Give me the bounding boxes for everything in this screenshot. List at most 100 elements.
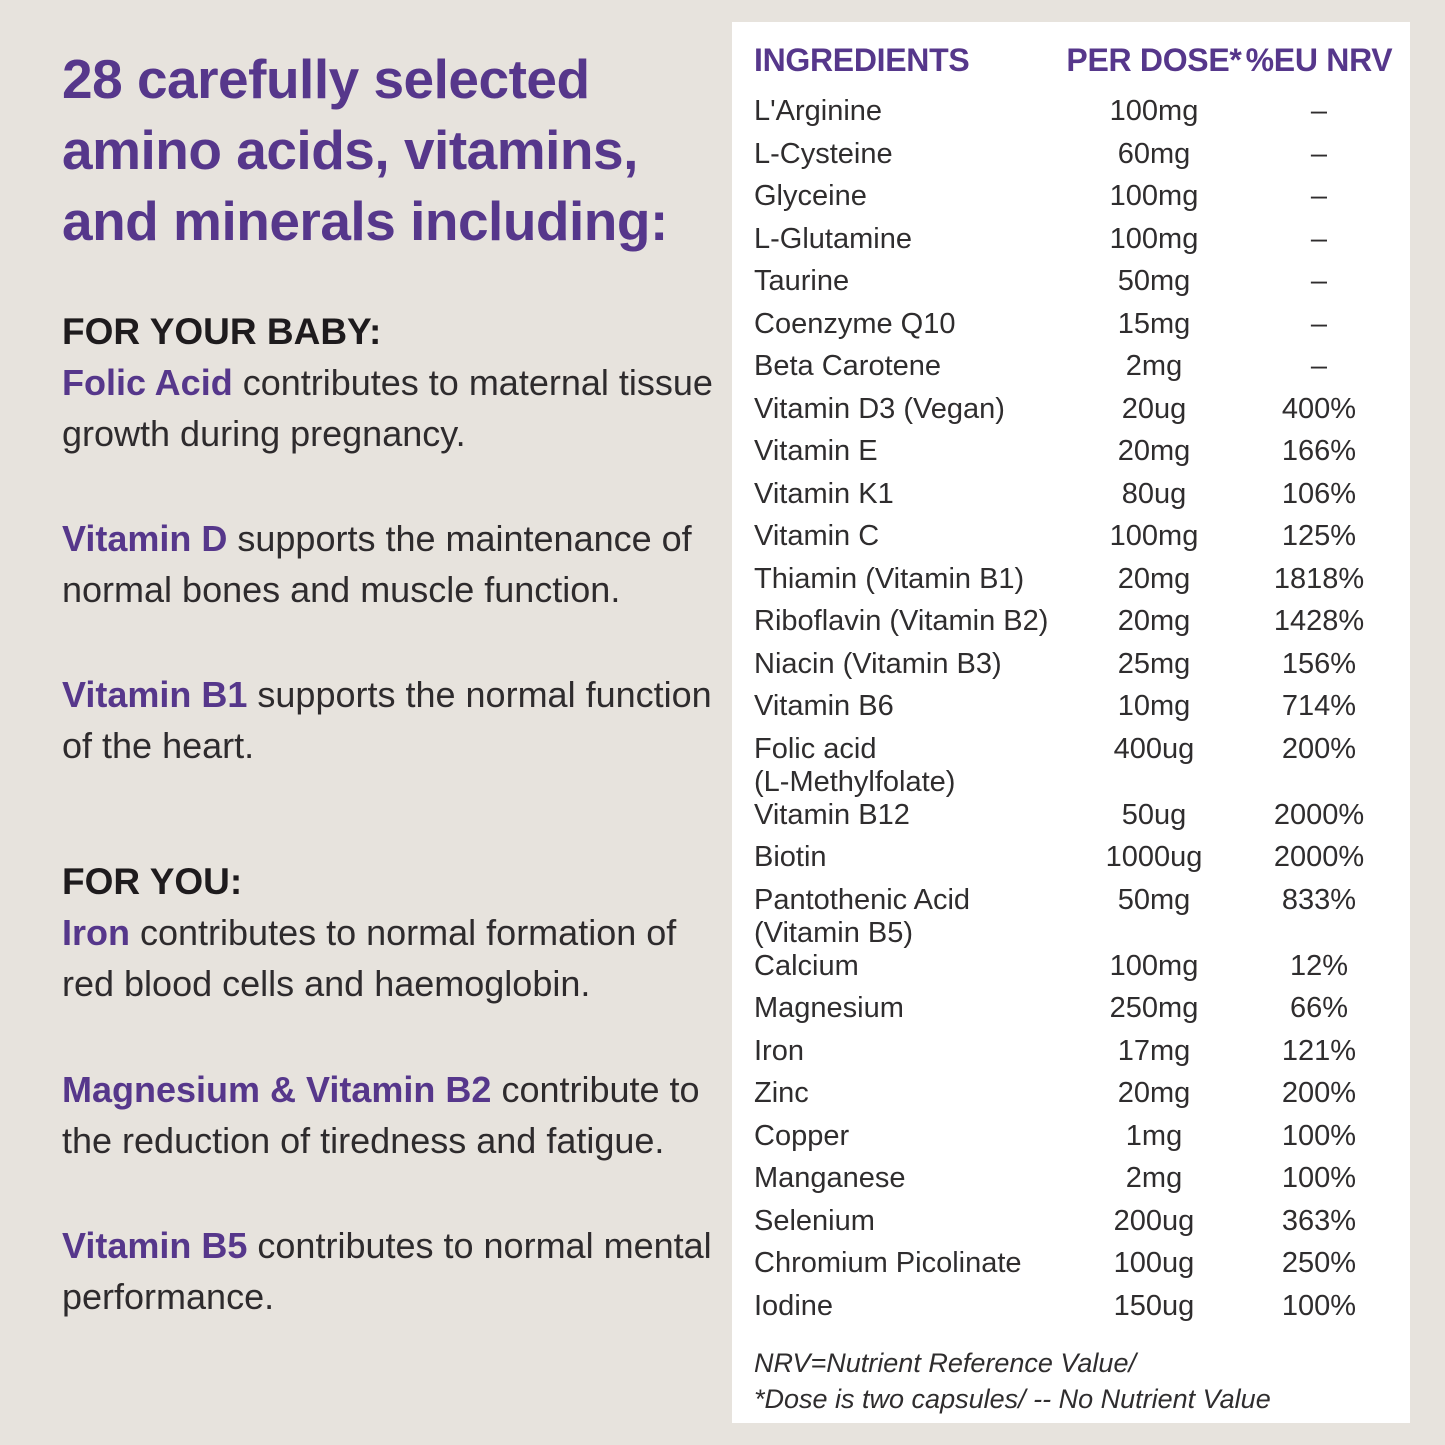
benefit-text: contributes to maternal tissue growth du…	[62, 361, 713, 454]
section-label: FOR YOUR BABY:	[62, 310, 382, 352]
headline-line-2: amino acids, vitamins,	[62, 118, 638, 181]
nrv-value: –	[1310, 137, 1328, 170]
nrv-value: 106%	[1281, 477, 1357, 510]
dose-value: 20mg	[1117, 1077, 1191, 1109]
dose-value: 400ug	[1113, 732, 1195, 765]
table-row: Vitamin D3 (Vegan) 20ug 400%	[754, 393, 1394, 436]
ingredient-name: L-Cysteine	[754, 137, 893, 170]
nrv-value: –	[1310, 180, 1328, 212]
dose-value: 100ug	[1113, 1247, 1195, 1279]
nrv-value: 156%	[1281, 647, 1357, 680]
table-row: Beta Carotene 2mg –	[754, 350, 1394, 393]
ingredient-name: Iron	[754, 1034, 804, 1067]
table-body: L'Arginine 100mg – L-Cysteine 60mg – Glyceine 1…	[754, 95, 1394, 1332]
table-row: Iodine 150ug 100%	[754, 1290, 1394, 1333]
section-for-you: FOR YOU: Iron contributes to normal form…	[62, 857, 717, 1322]
ingredient-name: Glyceine	[754, 180, 867, 212]
dose-value: 1000ug	[1105, 841, 1203, 873]
table-row: Vitamin B12 50ug 2000%	[754, 799, 1394, 842]
benefit-highlight: Vitamin B5	[62, 1224, 248, 1266]
nrv-value: 1818%	[1273, 562, 1365, 595]
nrv-value: 250%	[1281, 1247, 1357, 1279]
nrv-value: 121%	[1281, 1034, 1357, 1067]
col-per-dose: PER DOSE*	[1066, 42, 1242, 78]
benefit-text: contribute to the reduction of tiredness…	[62, 1068, 700, 1161]
table-row: L'Arginine 100mg –	[754, 95, 1394, 138]
dose-value: 100mg	[1109, 222, 1199, 255]
table-row: Vitamin E 20mg 166%	[754, 435, 1394, 478]
table-row: Riboflavin (Vitamin B2) 20mg 1428%	[754, 605, 1394, 648]
dose-value: 20ug	[1121, 392, 1187, 425]
ingredient-name: Thiamin (Vitamin B1)	[754, 562, 1025, 595]
nrv-value: 100%	[1281, 1289, 1357, 1322]
dose-value: 15mg	[1117, 307, 1191, 340]
dose-value: 100mg	[1109, 95, 1199, 127]
ingredient-name: Coenzyme Q10	[754, 307, 956, 340]
dose-value: 50ug	[1121, 798, 1187, 831]
ingredient-name: Folic acid (L-Methylfolate)	[754, 732, 956, 798]
ingredients-panel: INGREDIENTS PER DOSE* %EU NRV L'Arginine…	[732, 22, 1410, 1423]
ingredient-name: L'Arginine	[754, 95, 883, 127]
nrv-value: 100%	[1281, 1119, 1357, 1152]
dose-value: 20mg	[1117, 562, 1191, 595]
ingredient-name: Riboflavin (Vitamin B2)	[754, 605, 1049, 637]
table-row: Chromium Picolinate 100ug 250%	[754, 1247, 1394, 1290]
table-row: L-Cysteine 60mg –	[754, 138, 1394, 181]
table-row: Zinc 20mg 200%	[754, 1077, 1394, 1120]
footnote-dose: *Dose is two capsules/ -- No Nutrient Va…	[754, 1383, 1271, 1414]
ingredient-name: Zinc	[754, 1077, 809, 1109]
headline: 28 carefully selected amino acids, vitam…	[62, 44, 717, 257]
nrv-value: 400%	[1281, 392, 1357, 425]
benefit-text: supports the normal function of the hear…	[62, 674, 712, 767]
section-label: FOR YOU:	[62, 861, 243, 903]
ingredient-name: Biotin	[754, 841, 827, 873]
benefit-iron: Iron contributes to normal formation of …	[62, 907, 717, 1009]
ingredient-name: Magnesium	[754, 992, 904, 1024]
benefit-vitamin-b1: Vitamin B1 supports the normal function …	[62, 669, 717, 771]
ingredient-name: Vitamin K1	[754, 477, 894, 510]
dose-value: 100mg	[1109, 520, 1199, 552]
dose-value: 50mg	[1117, 265, 1191, 297]
ingredient-name: Vitamin B6	[754, 690, 894, 722]
dose-value: 20mg	[1117, 435, 1191, 467]
table-row: Taurine 50mg –	[754, 265, 1394, 308]
nrv-value: 200%	[1281, 1077, 1357, 1109]
nrv-value: –	[1310, 307, 1328, 340]
ingredient-name: Selenium	[754, 1204, 875, 1237]
ingredient-name: L-Glutamine	[754, 222, 912, 255]
dose-value: 1mg	[1125, 1119, 1183, 1152]
benefit-highlight: Vitamin D	[62, 517, 228, 559]
ingredient-name: Vitamin C	[754, 520, 880, 552]
dose-value: 150ug	[1113, 1289, 1195, 1322]
dose-value: 100mg	[1109, 180, 1199, 212]
nrv-value: 200%	[1281, 732, 1357, 765]
ingredient-name: Manganese	[754, 1162, 906, 1194]
nrv-value: 833%	[1281, 883, 1357, 916]
benefit-highlight: Magnesium & Vitamin B2	[62, 1068, 492, 1110]
ingredient-name: Vitamin E	[754, 435, 878, 467]
benefit-vitamin-d: Vitamin D supports the maintenance of no…	[62, 513, 717, 615]
table-header: INGREDIENTS PER DOSE* %EU NRV	[754, 42, 1394, 79]
dose-value: 60mg	[1117, 137, 1191, 170]
ingredient-name: Iodine	[754, 1289, 834, 1322]
benefit-magnesium-b2: Magnesium & Vitamin B2 contribute to the…	[62, 1064, 717, 1166]
benefit-highlight: Folic Acid	[62, 361, 233, 403]
table-row: Pantothenic Acid (Vitamin B5) 50mg 833%	[754, 884, 1394, 950]
table-row: Magnesium 250mg 66%	[754, 992, 1394, 1035]
dose-value: 80ug	[1121, 477, 1187, 510]
nrv-value: 100%	[1281, 1162, 1357, 1194]
nrv-value: 2000%	[1273, 841, 1365, 873]
dose-value: 250mg	[1109, 992, 1199, 1024]
dose-value: 17mg	[1117, 1034, 1191, 1067]
table-row: Calcium 100mg 12%	[754, 950, 1394, 993]
nrv-value: 2000%	[1273, 798, 1365, 831]
nrv-value: –	[1310, 222, 1328, 255]
table-row: Copper 1mg 100%	[754, 1120, 1394, 1163]
nrv-value: –	[1310, 350, 1328, 382]
dose-value: 200ug	[1113, 1204, 1195, 1237]
nrv-value: 12%	[1289, 949, 1349, 982]
benefit-vitamin-b5: Vitamin B5 contributes to normal mental …	[62, 1220, 717, 1322]
ingredient-name: Vitamin D3 (Vegan)	[754, 392, 1005, 425]
table-footnotes: NRV=Nutrient Reference Value/ *Dose is t…	[754, 1346, 1394, 1418]
dose-value: 20mg	[1117, 605, 1191, 637]
